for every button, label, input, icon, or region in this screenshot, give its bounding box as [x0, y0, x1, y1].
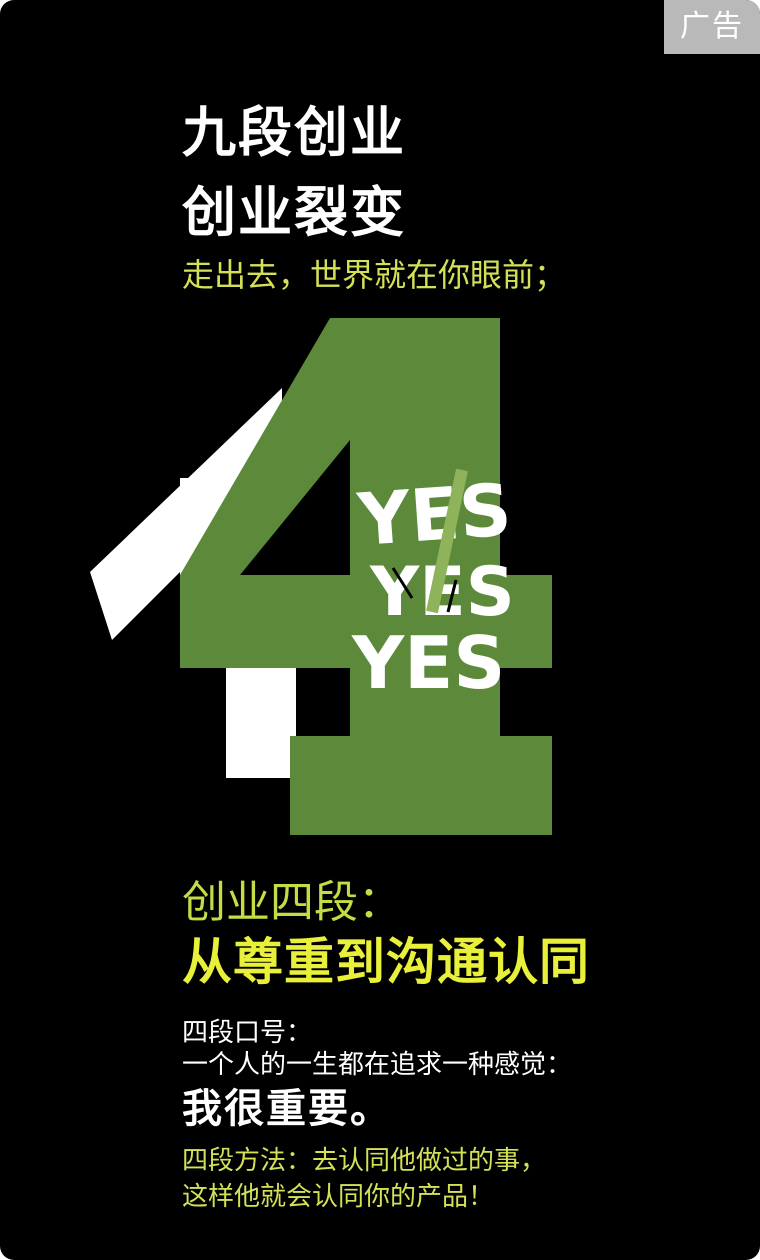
slogan-label: 四段口号：: [182, 1018, 313, 1048]
method-line-2: 这样他就会认同你的产品！: [182, 1182, 495, 1212]
yes-word-3: YES: [351, 621, 505, 705]
yes-word-1: YES: [354, 467, 514, 562]
tagline: 走出去，世界就在你眼前；: [182, 256, 567, 294]
green-four-numeral: [180, 318, 552, 835]
stage-heading: 创业四段：: [182, 877, 402, 928]
yes-words: YES YES YES: [351, 467, 515, 705]
headline-line-2: 创业裂变: [182, 181, 406, 244]
headline-line-1: 九段创业: [182, 101, 406, 164]
ad-badge: 广告: [664, 0, 760, 54]
slogan-emphasis: 我很重要。: [182, 1086, 392, 1132]
method-line-1: 四段方法：去认同他做过的事，: [182, 1146, 547, 1176]
slogan-text: 一个人的一生都在追求一种感觉：: [182, 1050, 573, 1080]
stage-title: 从尊重到沟通认同: [182, 933, 590, 991]
